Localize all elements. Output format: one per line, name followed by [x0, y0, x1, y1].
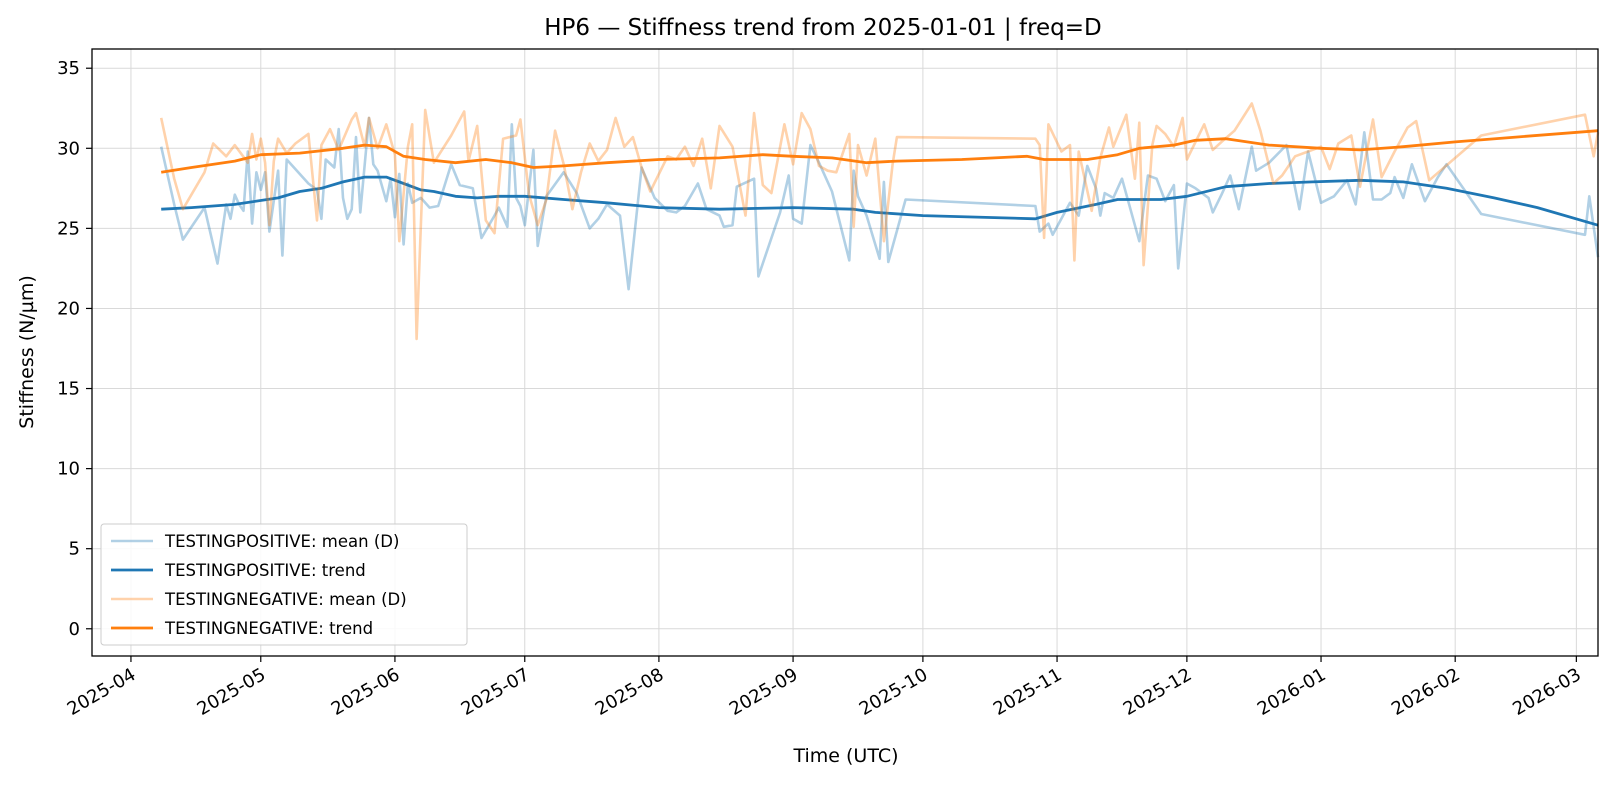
axes-frame	[91, 48, 1599, 657]
chart-title: HP6 — Stiffness trend from 2025-01-01 | …	[544, 15, 1102, 41]
x-axis: 2025-04 2025-05 2025-06 2025-07 2025-08 2025-…	[64, 656, 1585, 720]
series-line	[160, 129, 1599, 174]
y-axis-label: Stiffness (N/µm)	[16, 275, 38, 428]
x-tick-label: 2025-05	[194, 664, 270, 720]
y-tick-label: 10	[57, 459, 80, 480]
x-tick-label: 2025-09	[726, 664, 802, 720]
x-tick-label: 2025-11	[990, 664, 1066, 720]
y-tick-label: 20	[57, 298, 80, 319]
y-axis: 0 5 10 15 20 25 30 35	[57, 58, 92, 640]
x-tick-label: 2025-04	[64, 664, 140, 720]
legend: TESTINGPOSITIVE: mean (D) TESTINGPOSITIVE…	[100, 523, 468, 646]
x-tick-label: 2026-02	[1388, 664, 1464, 720]
x-tick-label: 2026-01	[1254, 664, 1330, 720]
y-tick-label: 25	[57, 218, 80, 239]
y-tick-label: 30	[57, 138, 80, 159]
y-tick-label: 35	[57, 58, 80, 79]
x-tick-label: 2025-10	[856, 664, 932, 720]
series-3	[160, 129, 1599, 174]
series-line	[159, 102, 1600, 341]
legend-entry: TESTINGPOSITIVE: mean (D)	[164, 532, 399, 551]
plot-area	[159, 102, 1600, 341]
legend-entry: TESTINGNEGATIVE: trend	[164, 619, 373, 638]
y-tick-label: 15	[57, 379, 80, 400]
series-1	[161, 175, 1599, 227]
x-tick-label: 2025-08	[592, 664, 668, 720]
legend-entry: TESTINGNEGATIVE: mean (D)	[164, 590, 407, 609]
x-tick-label: 2025-12	[1120, 664, 1196, 720]
y-tick-label: 0	[69, 619, 80, 640]
x-axis-label: Time (UTC)	[792, 745, 898, 767]
legend-box	[100, 523, 468, 646]
x-tick-label: 2025-06	[328, 664, 404, 720]
x-tick-label: 2025-07	[458, 664, 534, 720]
y-tick-label: 5	[69, 539, 80, 560]
series-line	[161, 175, 1599, 227]
series-2	[159, 102, 1600, 341]
legend-entry: TESTINGPOSITIVE: trend	[164, 561, 366, 580]
x-tick-label: 2026-03	[1509, 664, 1585, 720]
